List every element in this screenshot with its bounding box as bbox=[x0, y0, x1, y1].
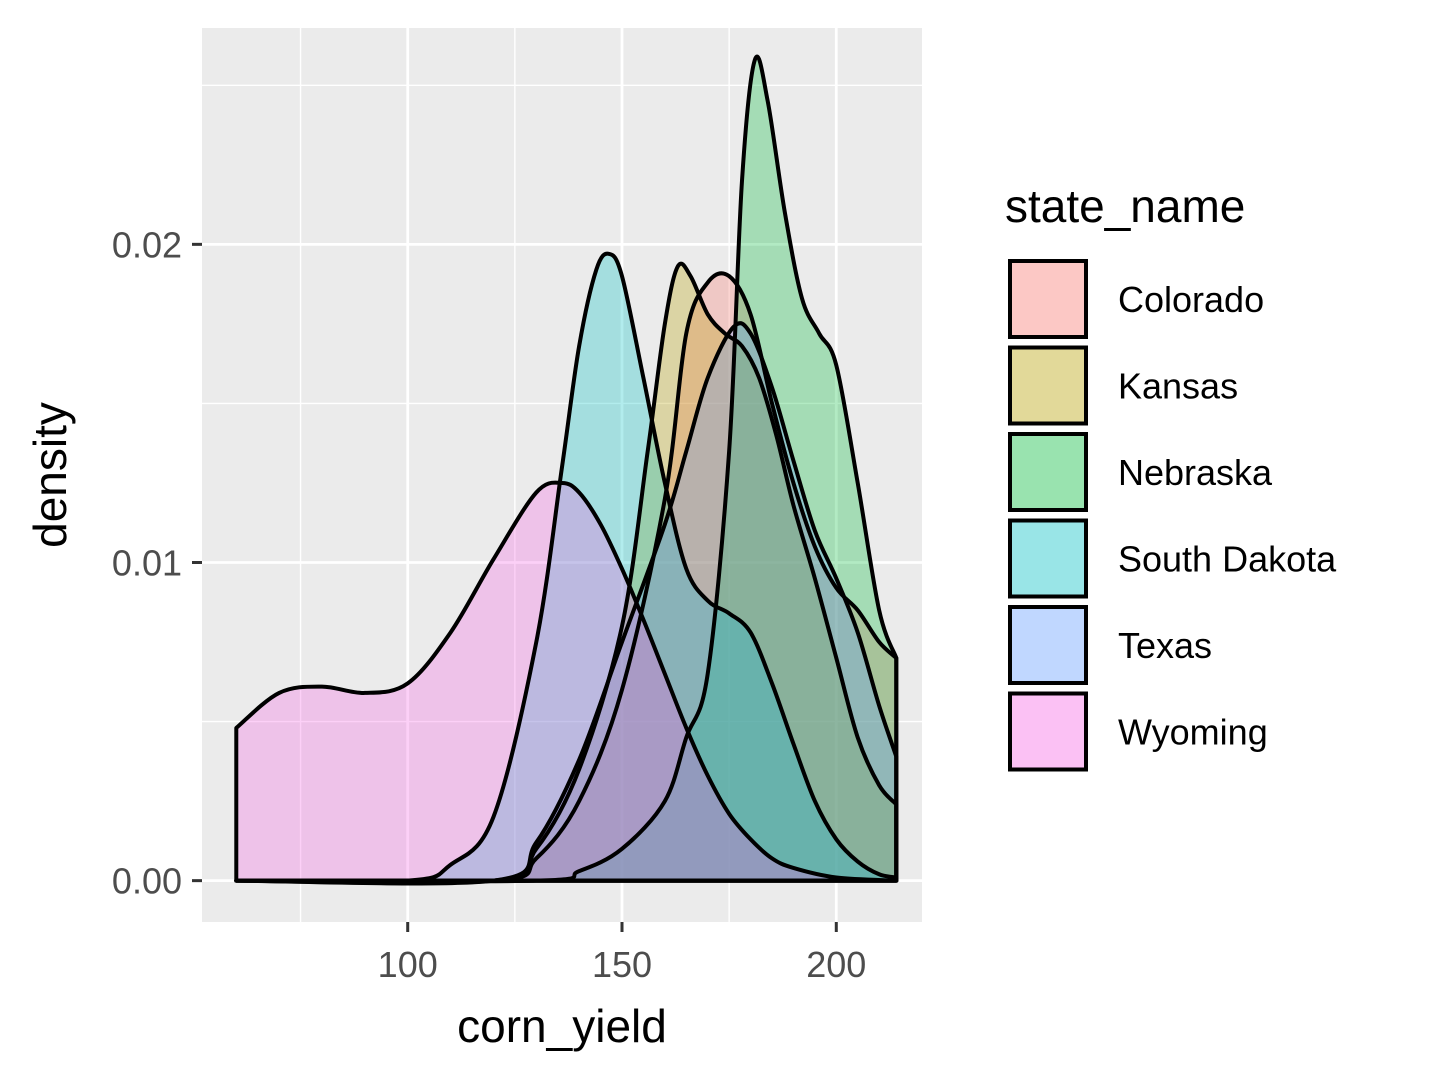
density-outline-wyoming bbox=[234, 480, 899, 883]
y-tick-label: 0.01 bbox=[112, 542, 182, 583]
legend-key-bg bbox=[1008, 345, 1088, 426]
legend-title: state_name bbox=[1005, 180, 1245, 232]
density-area-wyoming bbox=[236, 482, 897, 881]
density-area-nebraska bbox=[236, 56, 897, 882]
density-outline-south-dakota bbox=[234, 251, 899, 884]
legend-swatch-south-dakota bbox=[1008, 518, 1088, 599]
legend-swatch-nebraska bbox=[1008, 432, 1088, 512]
x-axis-title: corn_yield bbox=[457, 1000, 667, 1052]
legend: state_name Colorado Kansas Nebraska South D… bbox=[1005, 180, 1337, 772]
legend-swatch-wyoming bbox=[1008, 691, 1088, 772]
legend-key-bg bbox=[1008, 605, 1088, 685]
x-tick-label: 200 bbox=[806, 944, 866, 985]
legend-label-wyoming: Wyoming bbox=[1118, 712, 1268, 753]
density-outline-texas bbox=[234, 321, 899, 886]
density-outline-kansas bbox=[234, 261, 899, 885]
density-area-texas bbox=[236, 323, 897, 884]
legend-key-bg bbox=[1008, 432, 1088, 512]
legend-label-kansas: Kansas bbox=[1118, 366, 1238, 407]
legend-label-texas: Texas bbox=[1118, 625, 1212, 666]
legend-label-colorado: Colorado bbox=[1118, 279, 1264, 320]
x-tick-label: 100 bbox=[378, 944, 438, 985]
legend-key-bg bbox=[1008, 518, 1088, 599]
legend-key-bg bbox=[1008, 259, 1088, 339]
legend-swatch-kansas bbox=[1008, 345, 1088, 426]
legend-swatch-texas bbox=[1008, 605, 1088, 685]
tick-labels: 100 150 200 0.00 0.01 0.02 bbox=[112, 224, 866, 985]
legend-swatch-colorado bbox=[1008, 259, 1088, 339]
x-tick-label: 150 bbox=[592, 944, 652, 985]
density-area-south-dakota bbox=[236, 253, 897, 882]
legend-key-bg bbox=[1008, 691, 1088, 772]
y-axis-title: density bbox=[24, 402, 76, 548]
legend-label-south-dakota: South Dakota bbox=[1118, 539, 1337, 580]
y-tick-label: 0.00 bbox=[112, 861, 182, 902]
y-tick-label: 0.02 bbox=[112, 224, 182, 265]
density-outline-nebraska bbox=[234, 54, 899, 884]
density-outline-colorado bbox=[234, 271, 899, 885]
density-outlines bbox=[234, 54, 899, 886]
axis-ticks bbox=[192, 242, 838, 932]
legend-label-nebraska: Nebraska bbox=[1118, 452, 1273, 493]
